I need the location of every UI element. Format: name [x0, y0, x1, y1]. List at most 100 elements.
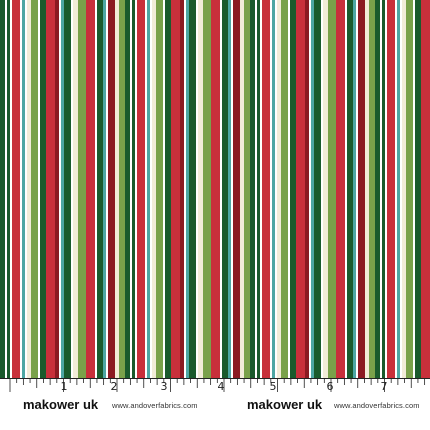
stripe	[309, 0, 312, 380]
stripe	[78, 0, 87, 380]
stripe	[130, 0, 133, 380]
stripe	[189, 0, 197, 380]
stripe	[25, 0, 28, 380]
stripe	[231, 0, 234, 380]
stripe	[415, 0, 422, 380]
stripe	[145, 0, 148, 380]
stripe	[228, 0, 232, 380]
stripe	[288, 0, 291, 380]
stripe	[233, 0, 241, 380]
stripe	[356, 0, 359, 380]
stripe	[406, 0, 414, 380]
ruler-ticks	[0, 378, 430, 392]
stripe	[314, 0, 322, 380]
website-label-left: www.andoverfabrics.com	[112, 401, 198, 410]
stripe	[186, 0, 190, 380]
stripe	[255, 0, 258, 380]
stripe	[46, 0, 56, 380]
ruler-label-5: 5	[269, 380, 277, 393]
stripe	[125, 0, 131, 380]
stripe	[397, 0, 401, 380]
stripe	[171, 0, 181, 380]
stripe	[64, 0, 72, 380]
stripe	[86, 0, 96, 380]
stripe	[275, 0, 278, 380]
stripe	[38, 0, 41, 380]
stripe	[358, 0, 366, 380]
stripe	[365, 0, 370, 380]
stripe	[395, 0, 398, 380]
stripe	[211, 0, 221, 380]
stripe	[152, 0, 157, 380]
stripe	[165, 0, 172, 380]
stripe	[240, 0, 245, 380]
ruler-bar: 1 2 3 4 5 6 7 makower uk www.andoverfabr…	[0, 378, 430, 430]
stripe	[150, 0, 153, 380]
stripe	[5, 0, 8, 380]
stripe	[20, 0, 23, 380]
stripe-pattern	[0, 0, 430, 380]
stripe	[55, 0, 60, 380]
stripe	[184, 0, 187, 380]
stripe	[222, 0, 229, 380]
stripe	[270, 0, 273, 380]
stripe	[262, 0, 271, 380]
website-label-right: www.andoverfabrics.com	[334, 401, 420, 410]
stripe	[61, 0, 65, 380]
stripe	[73, 0, 79, 380]
stripe	[305, 0, 310, 380]
stripe	[103, 0, 107, 380]
stripe	[328, 0, 337, 380]
stripe	[380, 0, 383, 380]
stripe	[311, 0, 315, 380]
stripe	[402, 0, 407, 380]
brand-label-left: makower uk	[23, 397, 99, 412]
stripe	[353, 0, 357, 380]
stripe	[220, 0, 223, 380]
stripe	[323, 0, 329, 380]
brand-label-right: makower uk	[247, 397, 323, 412]
stripe	[382, 0, 386, 380]
stripe	[336, 0, 346, 380]
stripe	[250, 0, 256, 380]
stripe	[31, 0, 39, 380]
stripe	[147, 0, 151, 380]
ruler-label-6: 6	[326, 380, 334, 393]
stripe	[97, 0, 104, 380]
stripe	[7, 0, 11, 380]
stripe	[257, 0, 261, 380]
stripe	[22, 0, 26, 380]
stripe	[277, 0, 282, 380]
stripe	[385, 0, 388, 380]
stripe	[135, 0, 138, 380]
stripe	[260, 0, 263, 380]
stripe	[281, 0, 289, 380]
stripe	[156, 0, 164, 380]
stripe	[106, 0, 109, 380]
stripe	[132, 0, 136, 380]
stripe	[40, 0, 47, 380]
stripe	[375, 0, 381, 380]
stripe	[369, 0, 376, 380]
stripe	[196, 0, 199, 380]
stripe	[413, 0, 416, 380]
ruler-label-2: 2	[110, 380, 118, 393]
stripe	[347, 0, 354, 380]
stripe	[163, 0, 166, 380]
stripe	[296, 0, 306, 380]
stripe	[27, 0, 32, 380]
stripe	[119, 0, 126, 380]
stripe	[108, 0, 116, 380]
stripe	[400, 0, 403, 380]
ruler-label-1: 1	[60, 380, 68, 393]
stripe	[10, 0, 13, 380]
stripe	[59, 0, 62, 380]
stripe	[272, 0, 276, 380]
stripe	[0, 0, 6, 380]
ruler-label-7: 7	[380, 380, 388, 393]
stripe	[95, 0, 98, 380]
ruler-label-3: 3	[160, 380, 168, 393]
stripe	[345, 0, 348, 380]
stripe	[203, 0, 212, 380]
